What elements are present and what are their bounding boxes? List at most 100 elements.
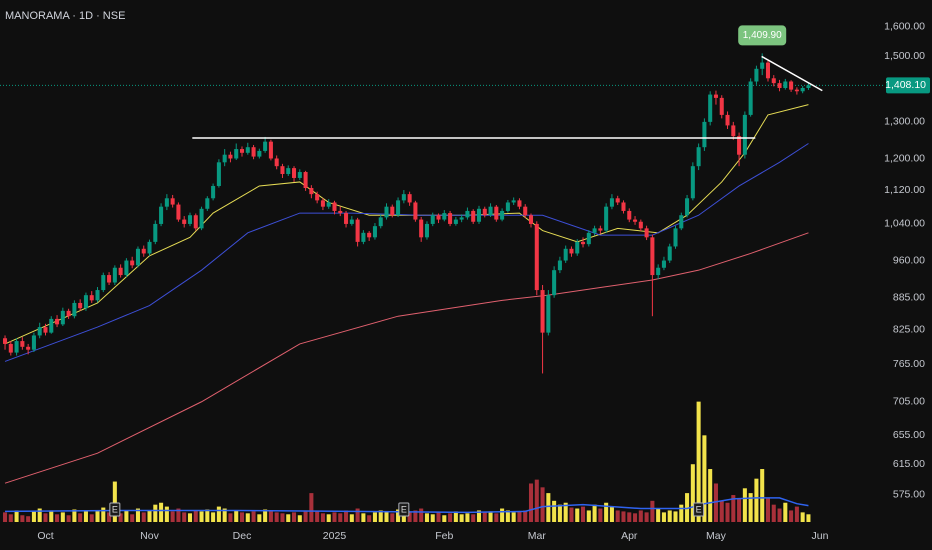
volume-bar [754, 478, 759, 522]
candle-body [332, 202, 337, 211]
candle-body [650, 237, 655, 276]
candle-body [673, 228, 678, 247]
candle-body [107, 275, 112, 283]
candle-body [690, 166, 695, 199]
candle-body [661, 260, 666, 268]
x-tick-label: Nov [140, 530, 159, 542]
candle-body [216, 162, 221, 186]
volume-bar [107, 512, 112, 522]
annotation-text: 1,409.90 [743, 30, 782, 41]
volume-bar [777, 508, 782, 522]
candle-body [372, 226, 377, 238]
volume-bar [78, 513, 83, 522]
candle-body [170, 198, 175, 205]
candle-body [737, 136, 742, 155]
volume-bar [633, 513, 638, 522]
candle-body [303, 172, 308, 189]
y-tick-label: 1,300.00 [884, 116, 925, 128]
candle-body [286, 168, 291, 174]
candle-body [453, 219, 458, 224]
candle-body [424, 223, 429, 238]
volume-bar [783, 502, 788, 522]
candle-body [771, 78, 776, 84]
candle-body [176, 204, 181, 220]
candle-body [147, 241, 152, 254]
volume-bar [182, 512, 187, 522]
candle-body [528, 215, 534, 224]
y-tick-label: 615.00 [893, 458, 925, 470]
candle-body [55, 318, 60, 325]
candle-body [534, 223, 539, 291]
volume-bar [390, 513, 395, 522]
candle-body [141, 248, 146, 254]
volume-bar [517, 511, 522, 522]
volume-bar [459, 514, 464, 522]
volume-bar [742, 488, 747, 522]
volume-bar [43, 513, 48, 522]
volume-bar [725, 502, 730, 522]
candle-body [465, 210, 470, 218]
volume-bar [130, 514, 135, 522]
candle-body [292, 168, 297, 178]
candle-body [239, 149, 245, 153]
volume-bar [511, 512, 516, 522]
x-tick-label: 2025 [323, 530, 347, 542]
x-tick-label: Oct [37, 530, 53, 542]
candle-body [685, 198, 690, 216]
candle-body [742, 114, 747, 155]
candle-body [725, 114, 730, 126]
candle-body [367, 232, 372, 238]
candle-body [228, 154, 233, 159]
candle-body [656, 267, 661, 276]
candle-body [245, 147, 250, 153]
candle-body [396, 200, 401, 216]
candle-body [523, 206, 528, 216]
volume-bar [557, 504, 562, 522]
chart-title: MANORAMA · 1D · NSE [5, 10, 125, 22]
candle-body [806, 85, 811, 88]
candle-body [257, 150, 262, 157]
candle-body [621, 202, 626, 211]
volume-bar [274, 512, 279, 522]
candle-body [182, 219, 187, 224]
candle-body [66, 310, 71, 317]
volume-bar [419, 508, 424, 522]
volume-bar [228, 513, 233, 522]
volume-bar [771, 504, 776, 522]
candle-body [234, 149, 239, 159]
candle-body [222, 154, 227, 163]
volume-bar [442, 515, 447, 522]
candle-body [72, 302, 77, 317]
x-tick-label: Mar [528, 530, 547, 542]
volume-bar [494, 513, 499, 522]
volume-bar [569, 507, 574, 522]
volume-bar [465, 513, 470, 522]
volume-bar [685, 493, 690, 522]
candle-body [546, 295, 551, 333]
candle-body [615, 198, 620, 203]
volume-bar [696, 401, 701, 522]
candle-body [378, 217, 383, 227]
volume-bar [66, 515, 71, 522]
volume-bar [95, 510, 100, 522]
candle-body [274, 158, 279, 167]
candle-body [719, 97, 724, 115]
volume-ma-line [5, 497, 809, 514]
y-tick-label: 705.00 [893, 396, 925, 408]
candle-body [575, 241, 580, 254]
y-tick-label: 825.00 [893, 324, 925, 336]
candle-body [760, 62, 765, 69]
volume-bar [263, 509, 268, 522]
volume-bar [708, 469, 713, 522]
candle-body [627, 210, 632, 220]
volume-bar [320, 513, 325, 522]
volume-bar [552, 500, 557, 522]
candle-body [251, 147, 256, 157]
x-tick-label: Apr [621, 530, 638, 542]
candle-body [78, 302, 83, 309]
volume-bar [211, 512, 216, 522]
moving-average-line [4, 232, 809, 484]
volume-bar [286, 514, 291, 522]
